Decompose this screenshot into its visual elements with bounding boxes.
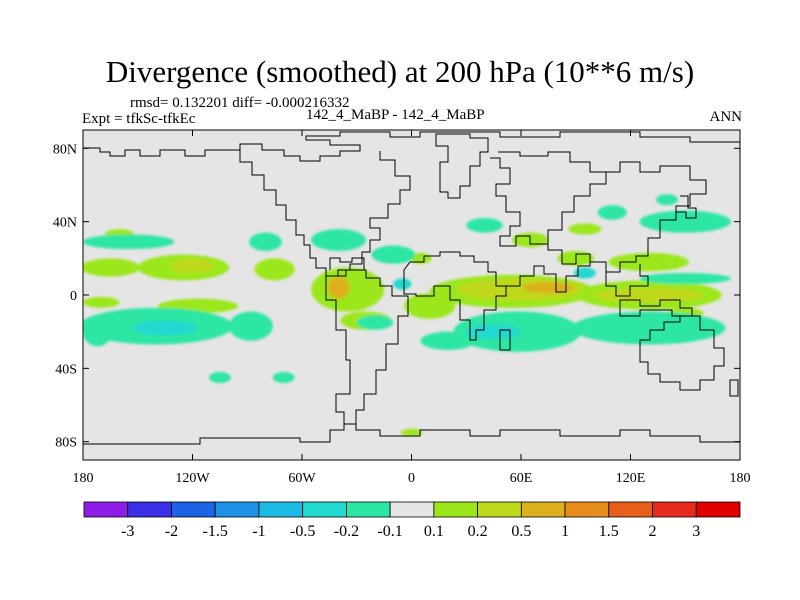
coastlines [83, 131, 740, 445]
colorbar: -3 -2 -1.5 -1 -0.5 -0.2 -0.1 0.1 0.2 0.5 1 1.5 2 3 [83, 501, 741, 540]
coastline-madagascar [499, 329, 511, 351]
coastline-caribbean [329, 257, 365, 270]
colorbar-label: -0.5 [290, 523, 315, 540]
coastline-indonesia [619, 299, 693, 317]
colorbar-swatch-1 [83, 501, 129, 518]
x-tick-label: 120E [616, 471, 646, 486]
colorbar-label: 0.1 [424, 523, 444, 540]
colorbar-label: 2 [649, 523, 657, 540]
experiment-label: Expt = tfkSc-tfkEc [82, 111, 196, 127]
colorbar-label: 1 [561, 523, 569, 540]
divergence-region-36 [208, 372, 231, 383]
coastline-greenland [435, 133, 489, 199]
divergence-region-1 [83, 258, 140, 277]
y-tick-label: 80N [53, 142, 77, 157]
divergence-region-4 [170, 258, 215, 273]
colorbar-swatch-9 [433, 501, 479, 518]
divergence-region-16 [608, 252, 689, 272]
colorbar-label: 1.5 [599, 523, 619, 540]
divergence-region-44 [393, 278, 412, 290]
colorbar-label: -0.2 [334, 523, 359, 540]
divergence-region-24 [83, 234, 175, 250]
colorbar-swatch-2 [127, 501, 172, 518]
longitude-ticks: 180 120W 60W 0 60E 120E 180 [73, 130, 751, 486]
divergence-region-15 [594, 287, 704, 303]
divergence-region-27 [371, 245, 416, 264]
coastline-south-america [325, 269, 409, 425]
x-tick-label: 180 [73, 471, 94, 486]
season-label: ANN [709, 109, 743, 125]
divergence-region-25 [249, 232, 282, 251]
x-tick-label: 60E [510, 471, 533, 486]
divergence-region-45 [573, 267, 596, 279]
coastline-new-zealand [729, 379, 739, 397]
coastline-asia [547, 161, 707, 273]
colorbar-swatch-8 [389, 501, 435, 518]
colorbar-label: -0.1 [377, 523, 402, 540]
divergence-region-3 [254, 258, 295, 281]
divergence-region-26 [311, 229, 366, 251]
colorbar-label: -1 [252, 523, 265, 540]
divergence-region-42 [132, 320, 198, 336]
divergence-region-28 [466, 218, 503, 233]
divergence-region-43 [466, 324, 521, 339]
divergence-region-30 [639, 273, 731, 284]
colorbar-swatch-4 [214, 501, 260, 518]
divergence-region-41 [656, 194, 678, 206]
colorbar-swatch-6 [302, 501, 347, 518]
colorbar-label: -3 [121, 523, 134, 540]
y-tick-label: 40S [55, 362, 77, 377]
divergence-field [83, 194, 731, 437]
divergence-region-37 [272, 372, 295, 383]
colorbar-swatch-12 [564, 501, 610, 518]
case-label: 142_4_MaBP - 142_4_MaBP [306, 107, 485, 123]
latitude-ticks: 80N 40N 0 40S 80S [53, 142, 740, 451]
y-tick-label: 0 [70, 289, 77, 304]
colorbar-label: 0.5 [511, 523, 531, 540]
coastline-arctic [83, 131, 740, 162]
y-tick-label: 40N [53, 216, 77, 231]
divergence-region-19 [568, 223, 602, 235]
rmsd-diff-stats: rmsd= 0.132201 diff= -0.000216332 [130, 95, 350, 111]
divergence-region-32 [83, 317, 113, 347]
divergence-region-35 [572, 311, 726, 345]
coastline-australia [639, 315, 725, 391]
coastline-southeast-asia [605, 264, 649, 297]
x-tick-label: 120W [175, 471, 210, 486]
divergence-region-8 [327, 276, 350, 299]
colorbar-swatch-13 [608, 501, 653, 518]
colorbar-swatch-11 [520, 501, 566, 518]
colorbar-swatch-7 [345, 501, 391, 518]
coastline-japan [676, 195, 697, 219]
colorbar-swatch-5 [258, 501, 304, 518]
colorbar-swatch-14 [652, 501, 697, 518]
x-tick-label: 0 [408, 471, 415, 486]
x-tick-label: 180 [730, 471, 751, 486]
colorbar-label: -1.5 [203, 523, 228, 540]
coastline-africa [403, 251, 507, 341]
divergence-region-39 [420, 331, 476, 351]
divergence-region-38 [356, 315, 394, 330]
divergence-region-40 [597, 205, 627, 220]
colorbar-swatch-3 [171, 501, 216, 518]
coastline-antarctica [83, 423, 740, 445]
y-tick-label: 80S [55, 436, 77, 451]
x-tick-label: 60W [288, 471, 316, 486]
colorbar-swatch-15 [695, 501, 741, 518]
colorbar-swatch-10 [477, 501, 522, 518]
coastline-europe [490, 151, 607, 247]
divergence-region-29 [639, 210, 731, 233]
divergence-region-23 [400, 428, 423, 437]
plot-title: Divergence (smoothed) at 200 hPa (10**6 … [105, 54, 695, 89]
coastline-north-america [239, 150, 411, 277]
coastline-arabia-india [506, 256, 591, 293]
divergence-region-6 [83, 296, 120, 308]
colorbar-label: -2 [165, 523, 178, 540]
colorbar-label: 0.2 [468, 523, 488, 540]
colorbar-label: 3 [692, 523, 700, 540]
divergence-region-33 [229, 311, 273, 341]
divergence-region-13 [522, 282, 574, 294]
